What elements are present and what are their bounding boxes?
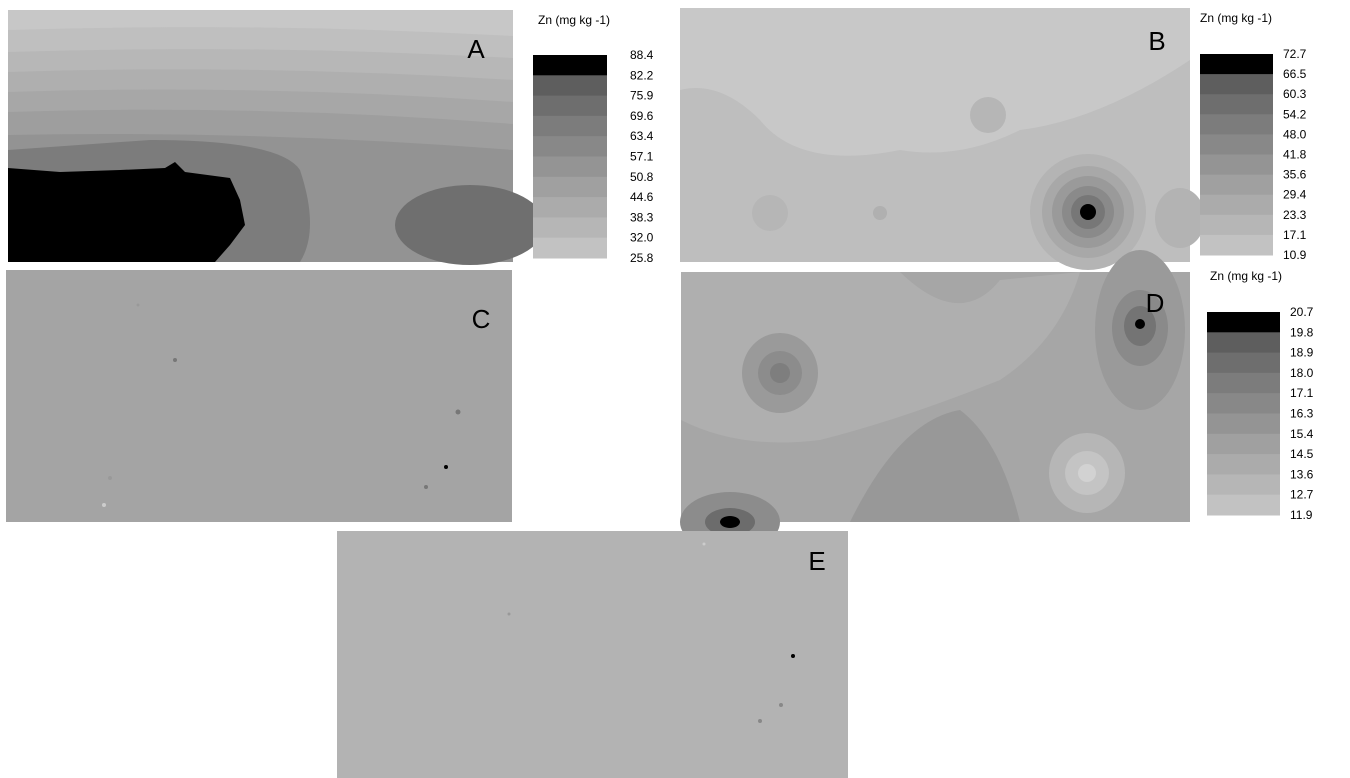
- legend-label: 17.1: [1290, 386, 1314, 400]
- legend-label: 60.3: [1283, 87, 1307, 101]
- legend-swatch: [533, 75, 607, 96]
- legend-label: 41.8: [1283, 148, 1307, 162]
- legend-label: 38.3: [630, 210, 654, 224]
- legend-swatch: [533, 96, 607, 117]
- map-b: [680, 8, 1205, 270]
- legend-swatch: [1207, 434, 1280, 455]
- legend-label: 16.3: [1290, 407, 1314, 421]
- legend-label: 50.8: [630, 170, 654, 184]
- legend-swatch: [1200, 175, 1273, 196]
- legend-swatch: [1207, 474, 1280, 495]
- legend-label: 35.6: [1283, 168, 1307, 182]
- figure: A B C: [0, 0, 1350, 778]
- legend-label: 88.4: [630, 48, 654, 62]
- legend-swatch: [1200, 155, 1273, 176]
- legend-label: 14.5: [1290, 447, 1314, 461]
- legend-label: 82.2: [630, 68, 654, 82]
- legend-label: 10.9: [1283, 248, 1307, 262]
- legend-title: Zn (mg kg -1): [1200, 11, 1272, 25]
- legend-label: 17.1: [1283, 228, 1307, 242]
- legend-label: 18.9: [1290, 346, 1314, 360]
- legend-swatch: [1200, 235, 1273, 256]
- legend-label: 13.6: [1290, 467, 1314, 481]
- legend-swatch: [533, 197, 607, 218]
- legend-swatch: [533, 55, 607, 76]
- legend-label: 54.2: [1283, 107, 1307, 121]
- legend-label: 11.9: [1290, 508, 1313, 522]
- legend-label: 15.4: [1290, 427, 1314, 441]
- panel-label: E: [808, 546, 825, 576]
- legend-label: 32.0: [630, 231, 654, 245]
- legend-swatch: [1207, 454, 1280, 475]
- legend-swatch: [533, 238, 607, 259]
- map-c: [6, 270, 512, 522]
- panel-label: C: [472, 304, 491, 334]
- legend-swatch: [1207, 353, 1280, 374]
- legend-swatch: [533, 136, 607, 157]
- legend-title: Zn (mg kg -1): [538, 13, 610, 27]
- legend-label: 23.3: [1283, 208, 1307, 222]
- legend-title: Zn (mg kg -1): [1210, 269, 1282, 283]
- panel-label: D: [1146, 288, 1165, 318]
- legend-swatch: [1207, 393, 1280, 414]
- legend-swatch: [1200, 74, 1273, 95]
- legend-label: 20.7: [1290, 305, 1314, 319]
- legend-label: 66.5: [1283, 67, 1307, 81]
- legend-label: 57.1: [630, 150, 654, 164]
- legend-swatch: [1207, 495, 1280, 516]
- legend-swatch: [1200, 114, 1273, 135]
- map-e: [337, 531, 848, 778]
- legend-swatch: [533, 217, 607, 238]
- legend-label: 18.0: [1290, 366, 1314, 380]
- legend-swatch: [1207, 373, 1280, 394]
- legend-label: 12.7: [1290, 488, 1314, 502]
- map-a: [8, 10, 545, 265]
- legend-swatch: [1200, 54, 1273, 75]
- legend-swatch: [533, 116, 607, 137]
- legend-label: 75.9: [630, 89, 654, 103]
- panel-label: A: [467, 34, 485, 64]
- map-d: [680, 250, 1190, 552]
- legend-swatch: [1200, 94, 1273, 115]
- legend-swatch: [533, 157, 607, 178]
- legend-swatch: [1207, 312, 1280, 333]
- legend-label: 29.4: [1283, 188, 1307, 202]
- legend-swatch: [1200, 134, 1273, 155]
- legend-label: 69.6: [630, 109, 654, 123]
- legend-swatch: [1200, 215, 1273, 236]
- legend-swatch: [1200, 195, 1273, 216]
- panel-label: B: [1148, 26, 1165, 56]
- legend-label: 25.8: [630, 251, 654, 265]
- legend-swatch: [1207, 414, 1280, 435]
- legend-label: 19.8: [1290, 325, 1314, 339]
- legend-label: 63.4: [630, 129, 654, 143]
- legend-swatch: [533, 177, 607, 198]
- legend-label: 48.0: [1283, 127, 1307, 141]
- legend-label: 44.6: [630, 190, 654, 204]
- legend-swatch: [1207, 332, 1280, 353]
- legend-label: 72.7: [1283, 47, 1307, 61]
